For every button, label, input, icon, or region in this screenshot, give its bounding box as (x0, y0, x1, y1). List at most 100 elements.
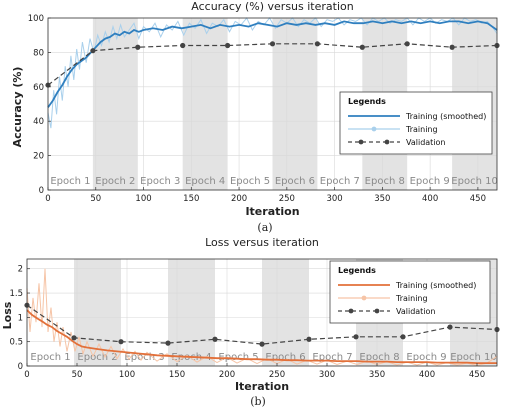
x-tick-label: 250 (269, 370, 285, 380)
x-tick-label: 50 (72, 370, 83, 380)
axes-frame (26, 258, 498, 367)
epoch-band (182, 18, 228, 190)
x-tick-label: 100 (119, 370, 135, 380)
epoch-label: Epoch 5 (218, 352, 258, 363)
y-tick-label: 40 (33, 117, 44, 127)
validation-point (353, 334, 359, 340)
chart-title: Accuracy (%) versus iteration (191, 0, 353, 13)
validation-point (449, 44, 455, 50)
x-tick-label: 200 (231, 194, 247, 204)
epoch-label: Epoch 10 (450, 352, 497, 363)
x-tick-label: 150 (169, 370, 185, 380)
y-tick-label: 2 (18, 265, 23, 275)
validation-point (90, 48, 96, 54)
y-tick-label: 0 (39, 186, 44, 196)
chart-title: Loss versus iteration (205, 236, 319, 249)
validation-point (404, 41, 410, 47)
legend: Legends Training (smoothed) Training Valida… (329, 260, 491, 324)
y-axis-label: Loss (1, 301, 14, 329)
epoch-label: Epoch 7 (320, 176, 360, 187)
validation-point (180, 42, 186, 49)
legend-marker-validation (384, 139, 390, 145)
x-tick-label: 450 (470, 194, 486, 204)
epoch-band (272, 18, 318, 190)
legend-box (329, 260, 491, 324)
y-tick-label: 20 (33, 152, 44, 162)
x-tick-label: 100 (135, 194, 151, 204)
x-tick-label: 200 (219, 370, 235, 380)
legend-label-training-smoothed: Training (smoothed) (405, 112, 486, 121)
legend-marker-validation (348, 308, 354, 314)
epoch-label: Epoch 1 (50, 176, 90, 187)
x-tick-label: 300 (326, 194, 342, 204)
x-tick-label: 0 (24, 370, 29, 380)
validation-point (359, 44, 365, 50)
x-tick-label: 0 (45, 194, 50, 204)
epoch-label: Epoch 10 (451, 176, 498, 187)
legend: Legends Training (smoothed) Training Valida… (339, 91, 493, 155)
validation-point (259, 341, 265, 347)
y-tick-label: 1.5 (9, 289, 23, 299)
epoch-label: Epoch 3 (140, 176, 180, 187)
validation-point (400, 334, 406, 340)
epoch-label: Epoch 8 (365, 176, 405, 187)
legend-marker-training (361, 295, 367, 301)
legend-marker-training (371, 126, 377, 132)
legend-box (339, 91, 493, 155)
x-tick-label: 350 (369, 370, 385, 380)
legend-title: Legends (348, 97, 386, 106)
legend-label-training: Training (395, 294, 428, 303)
legend-marker-validation (358, 139, 364, 145)
legend-label-validation: Validation (406, 138, 446, 147)
epoch-label: Epoch 8 (359, 352, 399, 363)
validation-point (165, 340, 171, 346)
epoch-label: Epoch 4 (185, 176, 225, 187)
x-axis-label: Iteration (235, 380, 289, 393)
validation-point (306, 336, 312, 342)
epoch-band (168, 259, 215, 366)
legend-title: Legends (338, 266, 376, 275)
y-tick-label: 100 (28, 14, 44, 24)
x-tick-label: 50 (90, 194, 101, 204)
training-raw-line (26, 268, 498, 367)
validation-point (118, 339, 124, 345)
epoch-label: Epoch 6 (275, 176, 315, 187)
epoch-label: Epoch 1 (30, 352, 70, 363)
y-tick-label: 80 (33, 48, 44, 58)
epoch-label: Epoch 7 (312, 352, 352, 363)
y-tick-label: 0 (18, 362, 23, 372)
y-tick-label: 60 (33, 83, 44, 93)
epoch-label: Epoch 9 (410, 176, 450, 187)
x-tick-label: 150 (183, 194, 199, 204)
x-tick-label: 350 (374, 194, 390, 204)
x-axis-label: Iteration (245, 205, 299, 218)
loss-chart: Epoch 1 Epoch 2 Epoch 3 Epoch 4 Epoch 5 Epoch… (1, 236, 500, 393)
epoch-band (262, 259, 309, 366)
epoch-label: Epoch 6 (265, 352, 305, 363)
validation-point (71, 335, 77, 341)
y-tick-label: 1 (18, 313, 23, 323)
epoch-label: Epoch 2 (95, 176, 135, 187)
accuracy-chart: Epoch 1 Epoch 2 Epoch 3 Epoch 4 Epoch 5 Epoch… (11, 0, 500, 218)
validation-point (314, 41, 320, 47)
epoch-band (92, 18, 138, 190)
validation-point (447, 324, 453, 330)
x-tick-label: 400 (419, 370, 435, 380)
legend-label-training: Training (405, 125, 438, 134)
legend-label-validation: Validation (396, 307, 436, 316)
legend-label-training-smoothed: Training (smoothed) (395, 281, 476, 290)
validation-point (269, 41, 276, 47)
validation-point (135, 44, 141, 50)
validation-point (212, 336, 218, 342)
x-tick-label: 400 (422, 194, 438, 204)
x-tick-label: 300 (319, 370, 335, 380)
validation-point (225, 42, 231, 49)
caption-a: (a) (257, 221, 272, 234)
training-smoothed-line (26, 309, 497, 365)
legend-marker-validation (374, 308, 380, 314)
epoch-label: Epoch 5 (230, 176, 270, 187)
axes-frame (47, 17, 498, 191)
epoch-label: Epoch 3 (124, 352, 164, 363)
x-tick-label: 250 (279, 194, 295, 204)
